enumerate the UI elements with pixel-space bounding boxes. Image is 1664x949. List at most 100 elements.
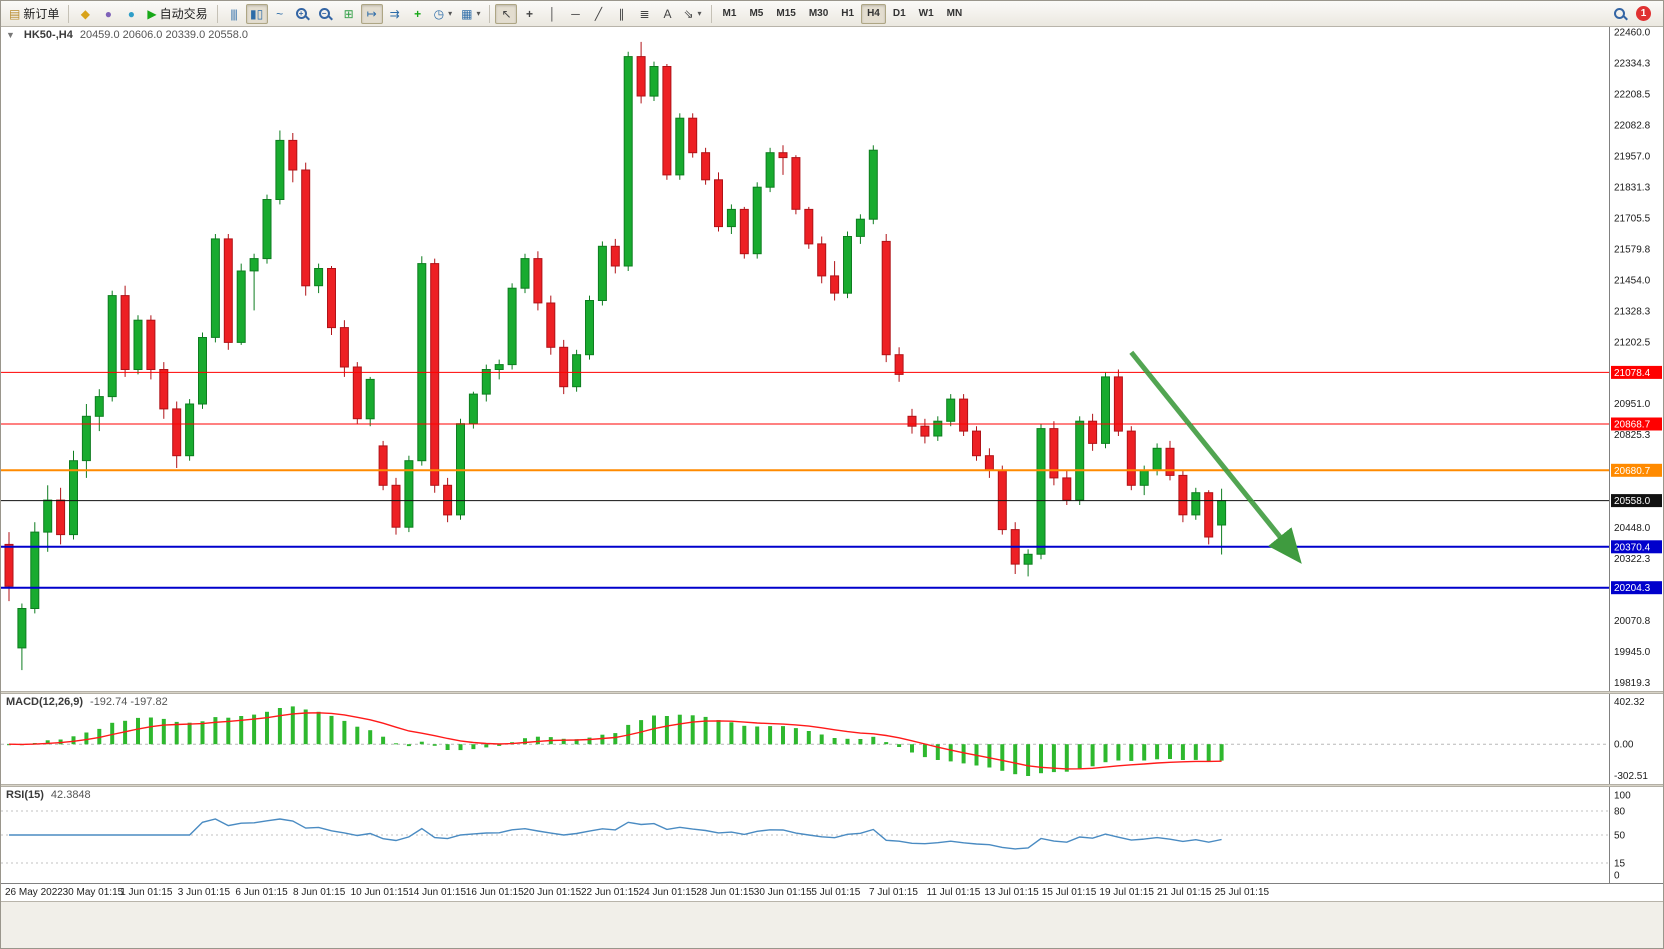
arrows-button[interactable]: ⇘ ▾ — [679, 4, 705, 24]
toolbar-right: 1 — [1614, 6, 1659, 21]
price-level-badge-label: 20370.4 — [1614, 542, 1651, 553]
macd-scale-label: 0.00 — [1614, 740, 1634, 751]
macd-histogram-bar — [897, 744, 902, 747]
price-tick-label: 21454.0 — [1614, 275, 1651, 286]
auto-scroll-button[interactable]: ↦ — [360, 3, 383, 24]
price-tick-label: 21202.5 — [1614, 337, 1651, 348]
macd-histogram-bar — [535, 736, 540, 745]
main-toolbar: ▤ 新订单 ◆ ● ● ▶ 自动交易 ||| ▮▯ ~ + − ⊞ ↦ ⇉ + ◷ ▾ ▦ ▾ ↖ + │ ─ ╱ ∥ ≣ A ⇘ ▾ M1… — [1, 1, 1663, 27]
candle-body — [546, 302, 556, 348]
candlestick-icon: ▮▯ — [250, 6, 264, 21]
price-tick-label: 22334.3 — [1614, 59, 1651, 70]
macd-histogram-bar — [432, 744, 437, 746]
autotrading-button[interactable]: ▶ 自动交易 — [143, 4, 211, 24]
indicators-button[interactable]: + — [407, 4, 429, 24]
crosshair-button[interactable]: + — [518, 4, 540, 24]
price-tick-label: 19945.0 — [1614, 647, 1651, 658]
fibonacci-button[interactable]: ≣ — [633, 4, 655, 24]
macd-histogram-bar — [703, 716, 708, 745]
rsi-chart[interactable]: 100 80 50 150 — [1, 787, 1664, 883]
candle-body — [1036, 428, 1046, 555]
notification-badge[interactable]: 1 — [1636, 6, 1651, 21]
timeframe-m15-button[interactable]: M15 — [776, 8, 796, 19]
candle-body — [339, 327, 349, 368]
candle-body — [17, 608, 27, 649]
candle-body — [494, 364, 504, 371]
macd-histogram-bar — [935, 744, 940, 760]
candle-body — [1191, 492, 1201, 516]
timeframe-w1-button[interactable]: W1 — [918, 8, 934, 19]
price-chart[interactable]: 22460.0 22334.3 22208.5 22082.8 21957.0 21831… — [1, 27, 1664, 691]
metaquotes-button[interactable]: ◆ — [74, 4, 96, 24]
candle-body — [365, 378, 375, 420]
timeframe-m30-button[interactable]: M30 — [808, 8, 829, 19]
equidistant-channel-button[interactable]: ∥ — [610, 4, 632, 24]
macd-histogram-bar — [1013, 744, 1018, 775]
candle-body — [1152, 447, 1162, 471]
new-order-button[interactable]: ▤ 新订单 — [5, 4, 63, 24]
macd-histogram-bar — [613, 733, 618, 745]
candle-body — [507, 287, 517, 366]
periods-button[interactable]: ◷ ▾ — [430, 4, 457, 24]
price-tick-label: 21328.3 — [1614, 306, 1651, 317]
zoom-in-button[interactable]: + — [292, 4, 314, 24]
candle-body — [804, 208, 814, 245]
candle-body — [855, 218, 865, 237]
zoom-out-button[interactable]: − — [315, 4, 337, 24]
price-level-badge — [1611, 581, 1662, 595]
macd-histogram-bar — [652, 715, 656, 745]
macd-histogram-bar — [303, 709, 308, 745]
candle-body — [701, 152, 711, 181]
cursor-button[interactable]: ↖ — [495, 3, 518, 24]
candle-body — [817, 243, 827, 277]
macd-histogram-bar — [484, 744, 489, 748]
metaquotes-icon: ◆ — [80, 6, 90, 21]
tile-windows-button[interactable]: ⊞ — [338, 4, 360, 24]
candlestick-chart-button[interactable]: ▮▯ — [245, 3, 268, 24]
one-click-trading-collapse-icon[interactable]: ▼ — [6, 30, 15, 40]
hosting-button[interactable]: ● — [120, 4, 142, 24]
time-axis-label: 5 Jul 01:15 — [811, 887, 861, 898]
time-axis-label: 19 Jul 01:15 — [1099, 887, 1154, 898]
channel-icon: ∥ — [618, 6, 625, 21]
candle-body — [223, 238, 233, 343]
rsi-line — [9, 818, 1222, 850]
text-label-button[interactable]: A — [656, 4, 678, 24]
horizontal-line-button[interactable]: ─ — [564, 4, 586, 24]
time-axis: 26 May 2022 30 May 01:15 1 Jun 01:15 3 Jun … — [1, 883, 1663, 901]
pane-splitter-1[interactable] — [1, 691, 1663, 694]
candle-body — [236, 270, 246, 343]
macd-histogram-bar — [290, 706, 295, 745]
candle-body — [185, 403, 195, 457]
candle-body — [1217, 500, 1227, 526]
timeframe-d1-button[interactable]: D1 — [892, 8, 906, 19]
pane-splitter-2[interactable] — [1, 784, 1663, 787]
candle-body — [107, 295, 117, 398]
vertical-line-button[interactable]: │ — [541, 4, 563, 24]
timeframe-mn-button[interactable]: MN — [946, 8, 963, 19]
trendline-button[interactable]: ╱ — [587, 4, 609, 24]
search-icon[interactable] — [1614, 8, 1625, 19]
macd-chart[interactable]: 402.32 0.00 -302.51 — [1, 694, 1664, 784]
timeframe-h4-button[interactable]: H4 — [861, 3, 886, 24]
bar-chart-button[interactable]: ||| — [223, 4, 245, 24]
macd-histogram-bar — [148, 717, 153, 745]
price-tick-label: 19819.3 — [1614, 678, 1651, 689]
templates-button[interactable]: ▦ ▾ — [457, 4, 484, 24]
line-chart-button[interactable]: ~ — [269, 4, 291, 24]
community-button[interactable]: ● — [97, 4, 119, 24]
candle-body — [675, 117, 685, 176]
timeframe-h1-button[interactable]: H1 — [841, 8, 855, 19]
macd-scale-label: 402.32 — [1614, 697, 1645, 708]
macd-histogram-bar — [1039, 744, 1043, 774]
macd-signal-line — [8, 712, 1222, 770]
chart-shift-button[interactable]: ⇉ — [384, 4, 406, 24]
candle-body — [791, 157, 801, 210]
main-chart-pane: 22460.0 22334.3 22208.5 22082.8 21957.0 21831… — [1, 27, 1663, 691]
macd-histogram-bar — [819, 734, 824, 745]
toolbar-separator — [216, 4, 218, 23]
timeframe-m5-button[interactable]: M5 — [749, 8, 764, 19]
timeframe-m1-button[interactable]: M1 — [722, 8, 737, 19]
macd-histogram-bar — [252, 714, 257, 745]
